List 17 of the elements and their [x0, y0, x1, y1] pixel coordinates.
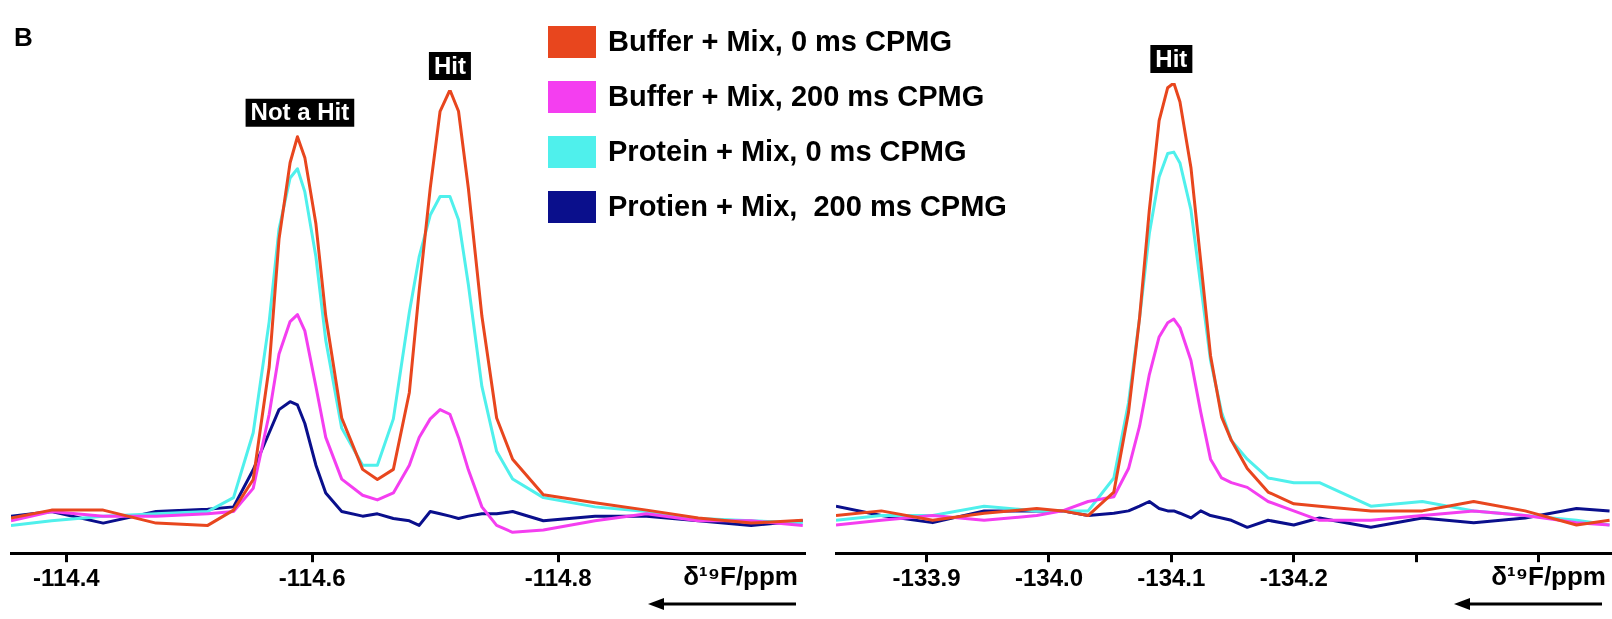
x-axis-title: δ¹⁹F/ppm [1491, 561, 1606, 592]
chart-title: B [14, 22, 33, 53]
legend-label: Buffer + Mix, 200 ms CPMG [608, 80, 985, 113]
annotation: Hit [433, 51, 466, 79]
x-tick-label: -114.4 [32, 564, 101, 592]
x-tick-label: -114.8 [524, 564, 592, 592]
annotation: Hit [1155, 44, 1188, 72]
x-tick-label: -114.6 [278, 564, 346, 592]
annotation: Not a Hit [250, 98, 350, 126]
x-tick-label: -134.0 [1014, 564, 1083, 592]
legend-label: Protien + Mix, 200 ms CPMG [608, 190, 1007, 223]
x-tick-label: -134.1 [1137, 564, 1206, 592]
x-axis-title: δ¹⁹F/ppm [683, 561, 798, 592]
x-tick-label: -134.2 [1259, 564, 1328, 592]
legend-label: Protein + Mix, 0 ms CPMG [608, 135, 967, 168]
legend-label: Buffer + Mix, 0 ms CPMG [608, 25, 953, 58]
x-tick-label: -133.9 [892, 564, 961, 592]
